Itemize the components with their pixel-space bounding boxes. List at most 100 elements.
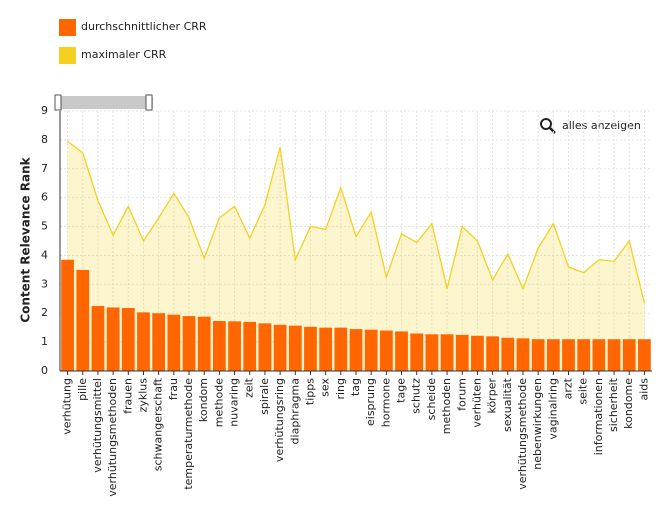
x-tick-label: scheide <box>425 378 438 421</box>
bar <box>501 337 515 371</box>
x-tick-label: nebenwirkungen <box>531 378 544 470</box>
x-tick-label: frau <box>167 378 180 400</box>
y-axis-label: Content Relevance Rank <box>19 156 33 322</box>
y-tick-label: 4 <box>41 248 48 261</box>
bar <box>152 313 166 371</box>
x-tick-label: temperaturmethode <box>182 378 195 490</box>
x-tick-label: tipps <box>303 378 316 405</box>
x-tick-label: zeit <box>243 377 256 398</box>
bar <box>106 307 120 371</box>
bar <box>486 336 499 371</box>
y-tick-label: 1 <box>41 335 48 348</box>
x-tick-label: sexualität <box>501 377 514 432</box>
x-tick-label: zyklus <box>136 378 149 413</box>
bar <box>243 321 257 371</box>
bar <box>531 339 545 371</box>
legend-swatch <box>59 19 76 36</box>
bar <box>137 312 150 371</box>
x-tick-label: frauen <box>121 378 134 414</box>
bar <box>577 339 591 371</box>
x-tick-label: verhütungsmethoden <box>106 378 119 497</box>
legend-label: maximaler CRR <box>81 48 167 61</box>
bar <box>471 335 484 371</box>
bar <box>334 327 348 371</box>
x-tick-label: tag <box>349 378 362 396</box>
x-tick-label: schwangerschaft <box>152 377 165 471</box>
x-tick-label: arzt <box>562 377 575 399</box>
x-tick-label: vaginalring <box>546 378 559 440</box>
bar <box>622 339 636 371</box>
x-tick-label: methode <box>212 378 225 427</box>
zoom-button[interactable]: alles anzeigen <box>562 119 641 132</box>
y-tick-label: 9 <box>41 104 48 117</box>
slider-handle[interactable] <box>145 94 153 111</box>
x-tick-label: seite <box>577 378 590 405</box>
x-tick-label: verhütung <box>61 378 74 435</box>
bar <box>379 330 393 371</box>
x-tick-label: verhütungsmittel <box>91 378 104 473</box>
y-tick-label: 7 <box>41 162 48 175</box>
zoom-icon <box>540 118 552 130</box>
x-tick-label: kondom <box>197 378 210 422</box>
zoom-icon <box>549 127 556 134</box>
x-tick-label: hormone <box>379 378 392 427</box>
bar <box>319 327 333 371</box>
y-tick-label: 3 <box>41 277 48 290</box>
bar <box>91 306 105 371</box>
bar <box>288 325 302 371</box>
bar <box>121 308 135 371</box>
legend-label: durchschnittlicher CRR <box>81 20 207 33</box>
bar <box>395 331 408 371</box>
x-tick-label: sex <box>319 378 332 397</box>
scroll-slider[interactable] <box>56 96 153 109</box>
x-tick-label: sicherheit <box>607 377 620 432</box>
bar <box>440 334 454 371</box>
bar <box>182 316 196 371</box>
x-tick-label: aids <box>637 378 650 401</box>
bar <box>638 339 651 371</box>
bar <box>516 338 530 371</box>
line <box>67 140 646 304</box>
bar <box>562 339 575 371</box>
bar <box>273 324 287 371</box>
x-tick-label: verhüten <box>470 378 483 428</box>
x-tick-label: methoden <box>440 378 453 434</box>
x-tick-label: körper <box>486 378 499 414</box>
zoom-reset[interactable]: alles anzeigen <box>540 118 641 134</box>
x-tick-label: forum <box>455 378 468 411</box>
bar <box>228 321 241 371</box>
bar <box>455 334 469 371</box>
bar <box>213 321 226 371</box>
bar <box>364 329 378 371</box>
x-tick-label: ring <box>334 378 347 400</box>
x-tick-label: diaphragma <box>288 378 301 444</box>
x-tick-label: verhütungsring <box>273 378 286 462</box>
bar <box>349 329 363 371</box>
x-tick-label: nuvaring <box>228 378 241 427</box>
y-tick-label: 6 <box>41 191 48 204</box>
x-tick-label: informationen <box>592 378 605 455</box>
area <box>67 141 645 371</box>
slider-handle[interactable] <box>54 94 62 111</box>
x-tick-label: spirale <box>258 378 271 415</box>
y-tick-label: 8 <box>41 133 48 146</box>
legend-swatch <box>59 47 76 64</box>
bar <box>592 339 606 371</box>
y-tick-label: 5 <box>41 220 48 233</box>
bar <box>607 339 621 371</box>
bar <box>546 339 560 371</box>
bar <box>167 314 181 371</box>
x-tick-label: kondome <box>622 378 635 429</box>
bar <box>410 333 424 371</box>
bar <box>197 316 211 371</box>
bar <box>76 269 90 371</box>
x-tick-label: tage <box>395 378 408 403</box>
bar <box>258 323 272 371</box>
bar <box>61 259 74 371</box>
y-tick-label: 0 <box>41 364 48 377</box>
bar <box>425 334 439 371</box>
x-tick-label: pille <box>76 378 89 401</box>
x-tick-label: verhütungsmethode <box>516 378 529 490</box>
bar <box>304 326 317 371</box>
